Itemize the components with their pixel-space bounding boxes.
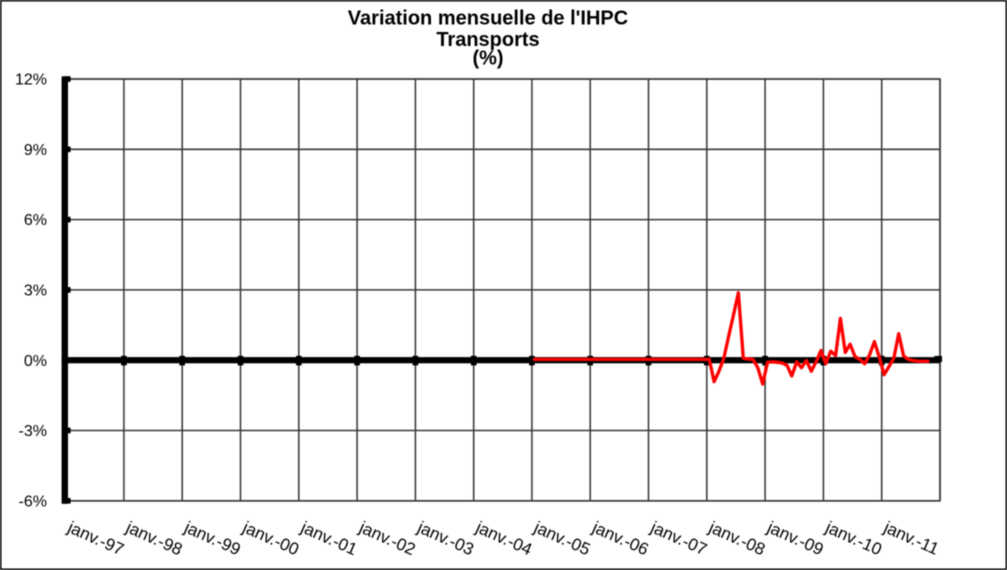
svg-text:(%): (%): [472, 48, 503, 70]
svg-text:9%: 9%: [24, 142, 47, 159]
svg-text:Variation mensuelle de l'IHPC: Variation mensuelle de l'IHPC: [348, 8, 628, 30]
svg-text:0%: 0%: [24, 353, 47, 370]
svg-text:3%: 3%: [24, 283, 47, 300]
svg-text:Transports: Transports: [436, 29, 539, 51]
svg-text:12%: 12%: [15, 72, 47, 89]
svg-text:-6%: -6%: [19, 493, 47, 510]
svg-text:6%: 6%: [24, 212, 47, 229]
svg-text:-3%: -3%: [19, 423, 47, 440]
